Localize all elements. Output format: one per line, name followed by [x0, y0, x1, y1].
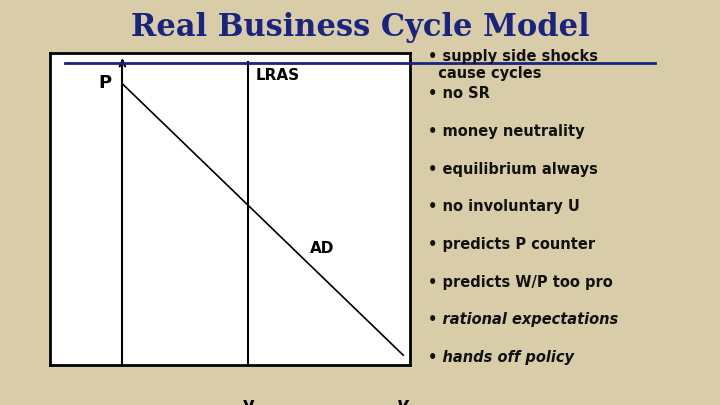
- Text: LRAS: LRAS: [256, 68, 300, 83]
- Text: • no SR: • no SR: [428, 86, 490, 101]
- Text: P: P: [99, 75, 112, 92]
- Text: AD: AD: [310, 241, 334, 256]
- Text: • hands off policy: • hands off policy: [428, 350, 575, 365]
- Text: • predicts P counter: • predicts P counter: [428, 237, 595, 252]
- Text: • supply side shocks
  cause cycles: • supply side shocks cause cycles: [428, 49, 598, 81]
- Text: y: y: [397, 396, 409, 405]
- Text: • rational expectations: • rational expectations: [428, 312, 618, 327]
- Text: y: y: [243, 396, 254, 405]
- Text: • predicts W/P too pro: • predicts W/P too pro: [428, 275, 613, 290]
- Text: • equilibrium always: • equilibrium always: [428, 162, 598, 177]
- Text: • no involuntary U: • no involuntary U: [428, 199, 580, 214]
- Text: Real Business Cycle Model: Real Business Cycle Model: [131, 12, 589, 43]
- Text: • money neutrality: • money neutrality: [428, 124, 585, 139]
